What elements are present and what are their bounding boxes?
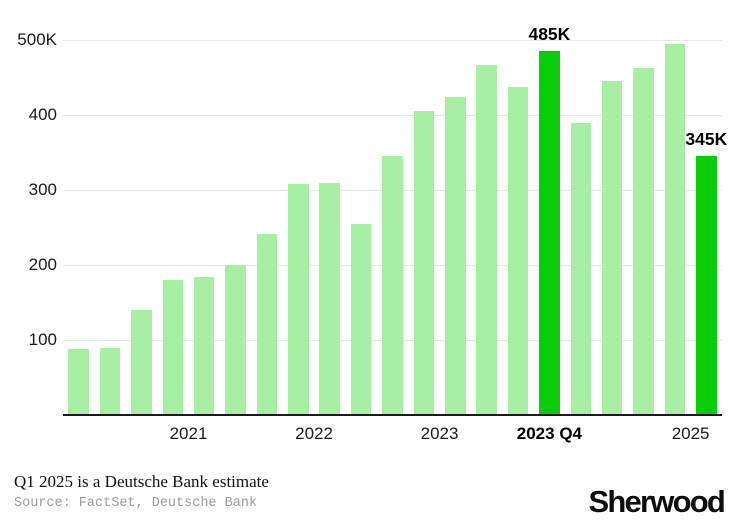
bar xyxy=(633,67,654,415)
y-axis-tick-label: 300 xyxy=(28,180,57,199)
bar-highlighted xyxy=(696,156,717,415)
bar xyxy=(162,280,184,415)
chart-footnote: Q1 2025 is a Deutsche Bank estimate xyxy=(14,472,269,491)
bar xyxy=(445,97,466,415)
bar xyxy=(382,156,403,415)
y-axis-tick-label: 100 xyxy=(28,330,57,349)
bar xyxy=(256,234,278,415)
bar xyxy=(68,349,89,415)
x-axis-tick-label: 2021 xyxy=(169,424,208,443)
bar xyxy=(193,277,215,415)
bar xyxy=(225,265,246,415)
gridline xyxy=(63,40,722,41)
bar xyxy=(476,64,497,415)
source-attribution: Source: FactSet, Deutsche Bank xyxy=(14,496,258,511)
bar xyxy=(99,347,121,415)
bar-value-annotation: 485K xyxy=(528,24,571,45)
x-axis-tick-label: 2023 Q4 xyxy=(516,424,583,443)
bar xyxy=(413,111,435,415)
bar xyxy=(570,123,592,415)
bar xyxy=(288,184,309,415)
y-axis-tick-label: 400 xyxy=(28,105,57,124)
y-axis-tick-label: 500K xyxy=(17,30,57,49)
x-axis-tick-label: 2023 xyxy=(420,424,459,443)
bar-chart: 500K 400 300 200 100 2021 2022 2023 2023 Q4 2025 4… xyxy=(17,24,728,443)
x-axis-line xyxy=(63,414,722,416)
bar xyxy=(131,310,152,415)
x-axis-tick-label: 2025 xyxy=(671,424,710,443)
bar-highlighted xyxy=(539,51,560,415)
gridline xyxy=(63,115,722,116)
x-axis-tick-label: 2022 xyxy=(295,424,333,443)
sherwood-logo: Sherwood xyxy=(588,484,726,519)
bar xyxy=(507,87,529,415)
bar xyxy=(350,223,372,415)
bar xyxy=(319,182,340,415)
y-axis-tick-label: 200 xyxy=(28,255,57,274)
bar-value-annotation: 345K xyxy=(685,129,728,150)
bar xyxy=(664,43,686,415)
bar xyxy=(601,81,623,415)
